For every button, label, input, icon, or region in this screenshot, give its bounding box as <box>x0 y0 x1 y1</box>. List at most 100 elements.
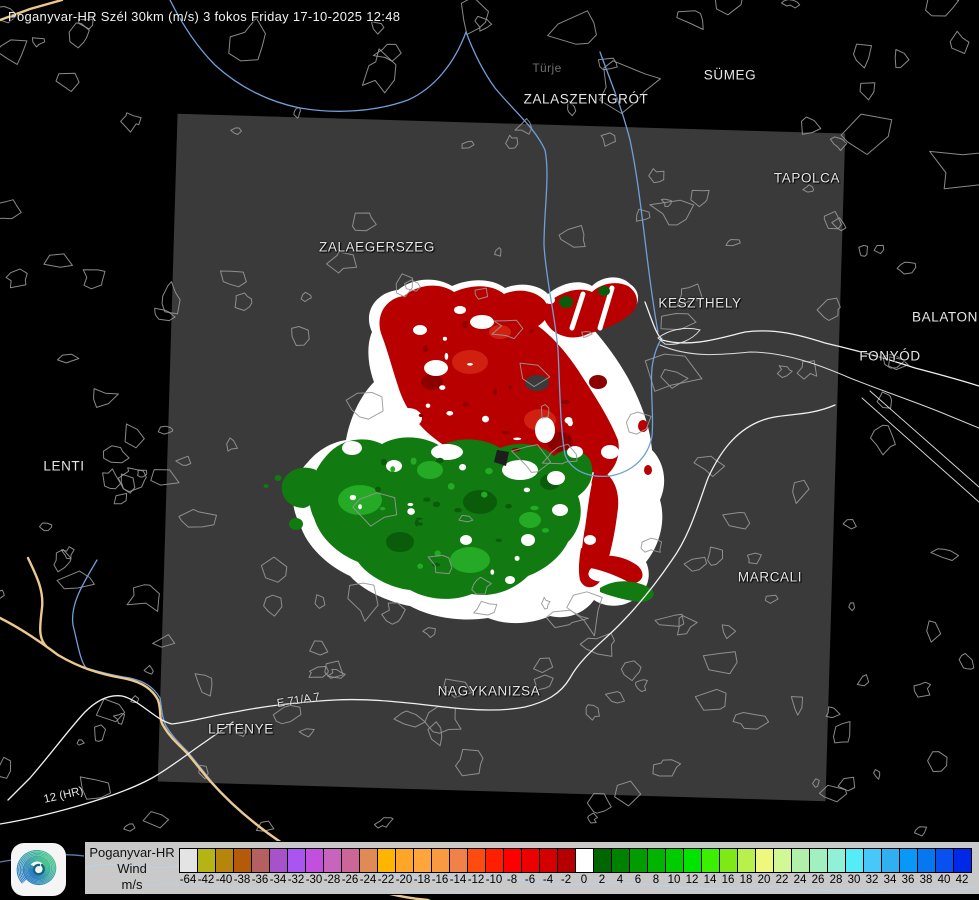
legend-value: 24 <box>793 874 807 886</box>
legend-swatch <box>684 849 702 872</box>
settlement-outline <box>581 331 593 338</box>
settlement-outline <box>790 696 804 716</box>
legend-swatch <box>486 849 504 872</box>
city-label: LENTI <box>43 458 85 474</box>
legend-value: -38 <box>233 874 251 886</box>
settlement-outline <box>126 584 160 612</box>
settlement-outline <box>352 212 377 232</box>
legend-swatch <box>378 849 396 872</box>
settlement-outline <box>175 455 192 466</box>
settlement-outline <box>443 678 473 698</box>
color-scale-bar <box>179 848 972 873</box>
settlement-outline <box>927 751 948 773</box>
city-label: KESZTHELY <box>658 295 742 311</box>
settlement-outline <box>327 668 346 679</box>
legend-swatch <box>270 849 288 872</box>
legend-quantity: Wind <box>117 861 147 876</box>
settlement-outline <box>873 244 885 255</box>
settlement-outline <box>55 72 80 92</box>
settlement-outline <box>640 537 663 553</box>
settlement-outline <box>533 657 554 674</box>
legend-swatch <box>612 849 630 872</box>
settlement-outline <box>76 739 85 746</box>
city-label: MARCALI <box>737 569 803 585</box>
legend-value: 32 <box>865 874 879 886</box>
legend-swatch <box>792 849 810 872</box>
settlement-outline <box>234 292 253 311</box>
settlement-outline <box>150 469 180 486</box>
settlement-outline <box>796 360 818 380</box>
legend-swatch <box>216 849 234 872</box>
city-label: NAGYKANIZSA <box>437 683 541 699</box>
settlement-outline <box>373 817 394 829</box>
city-label: ZALAEGERSZEG <box>319 239 435 255</box>
settlement-outline <box>792 479 810 504</box>
settlement-outline <box>547 10 597 45</box>
legend-value: 26 <box>811 874 825 886</box>
settlement-outline <box>326 251 358 274</box>
settlement-outline <box>842 519 857 530</box>
legend-swatch <box>414 849 432 872</box>
settlement-outline <box>123 823 136 832</box>
settlement-outline <box>929 150 979 190</box>
legend-swatch <box>828 849 846 872</box>
settlement-outline <box>721 624 737 640</box>
legend-swatch <box>234 849 252 872</box>
settlement-outline <box>649 199 695 226</box>
legend-swatch <box>540 849 558 872</box>
legend-value: 42 <box>955 874 969 886</box>
settlement-outline <box>660 313 697 331</box>
settlement-outline <box>113 492 128 505</box>
settlement-outline <box>112 713 126 725</box>
map-title: Poganyvar-HR Szél 30km (m/s) 3 fokos Fri… <box>8 9 401 24</box>
settlement-outline <box>226 437 238 452</box>
settlement-outline <box>746 552 762 565</box>
radar-site-gap <box>494 450 509 466</box>
settlement-outline <box>95 698 126 723</box>
settlement-outline <box>620 660 642 682</box>
settlement-outline <box>540 404 550 419</box>
settlement-outline <box>308 666 329 678</box>
legend-swatch <box>504 849 522 872</box>
settlement-outline <box>702 651 738 675</box>
settlement-outline <box>422 627 436 638</box>
settlement-outline <box>859 82 876 101</box>
settlement-outline <box>693 455 726 477</box>
legend-swatch <box>522 849 540 872</box>
settlement-outline <box>79 776 111 800</box>
settlement-outline <box>178 508 217 528</box>
settlement-outline <box>531 674 554 692</box>
settlement-outline <box>707 546 723 566</box>
settlement-outline <box>56 570 95 590</box>
legend-swatch <box>180 849 198 872</box>
settlement-outline <box>714 0 743 16</box>
legend-value: -28 <box>323 874 341 886</box>
settlement-outline <box>494 247 502 257</box>
settlement-outline <box>361 48 397 94</box>
settlement-outline <box>635 679 648 692</box>
settlement-outline <box>519 362 551 388</box>
legend-title: Poganyvar-HR Wind m/s <box>85 845 179 893</box>
settlement-outline <box>381 602 406 625</box>
settlement-outline <box>154 307 176 322</box>
settlement-outline <box>914 826 928 837</box>
legend-value: 6 <box>634 874 642 886</box>
city-label: LETENYE <box>208 721 274 737</box>
legend-unit: m/s <box>121 877 143 892</box>
legend-value: 18 <box>739 874 753 886</box>
settlement-outline <box>587 812 598 824</box>
legend-swatch <box>342 849 360 872</box>
legend-value: 36 <box>901 874 915 886</box>
settlement-outline <box>427 721 443 747</box>
settlement-outline <box>82 269 106 290</box>
settlement-outline <box>120 473 136 494</box>
legend-value: 30 <box>847 874 861 886</box>
legend-value: -24 <box>359 874 377 886</box>
settlement-outline <box>0 39 28 65</box>
settlement-outline <box>558 225 586 248</box>
settlement-outline <box>102 468 122 490</box>
legend-swatch <box>198 849 216 872</box>
legend-value: 10 <box>667 874 681 886</box>
map-outline-features <box>0 0 979 837</box>
